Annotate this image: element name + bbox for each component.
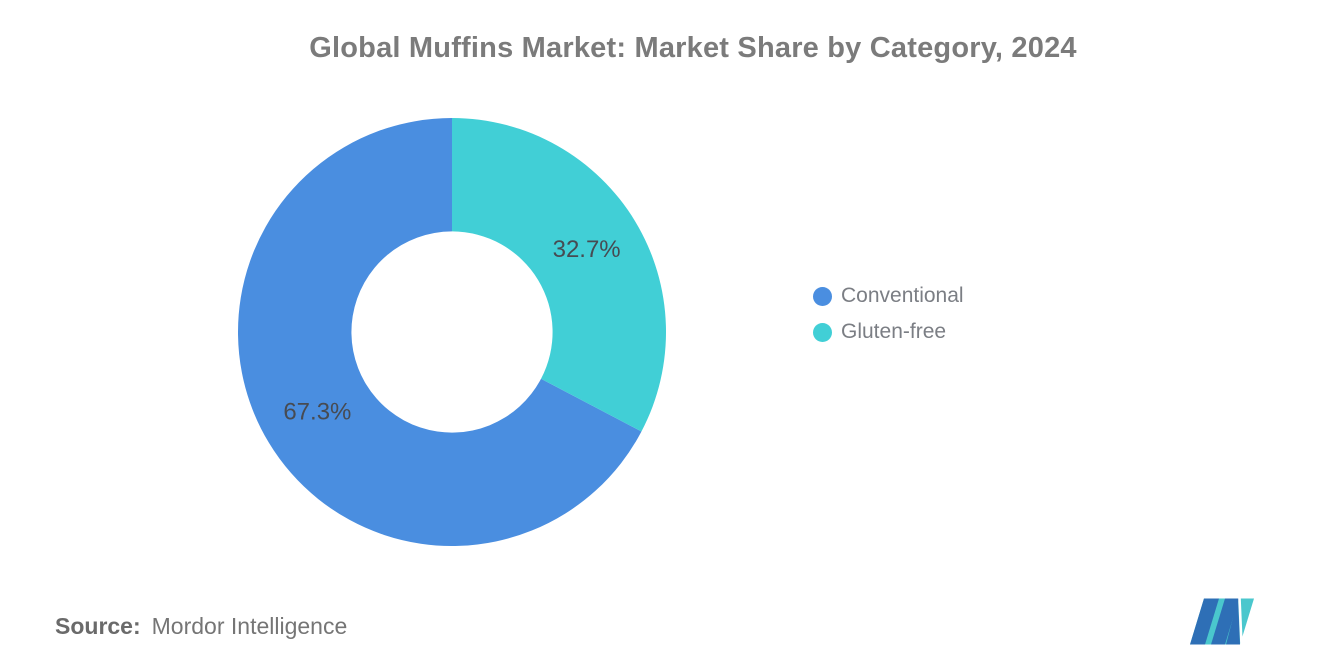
legend-item-conventional[interactable]: Conventional bbox=[813, 284, 964, 308]
donut-chart-svg: 67.3% 32.7% bbox=[238, 118, 666, 546]
mordor-intelligence-logo bbox=[1190, 598, 1254, 645]
source-line: Source: Mordor Intelligence bbox=[55, 613, 347, 640]
legend-item-gluten-free[interactable]: Gluten-free bbox=[813, 320, 964, 344]
source-label: Source: bbox=[55, 613, 141, 639]
legend-label-gluten-free: Gluten-free bbox=[841, 320, 947, 343]
legend-marker-conventional bbox=[813, 286, 832, 306]
chart-legend: Conventional Gluten-free bbox=[813, 284, 964, 344]
slice-value-label-conventional: 67.3% bbox=[283, 399, 351, 426]
donut-chart: 67.3% 32.7% bbox=[238, 118, 666, 546]
pie-slice-conventional[interactable] bbox=[238, 118, 642, 546]
legend-marker-gluten-free bbox=[813, 322, 832, 342]
pie-slice-gluten-free[interactable] bbox=[452, 118, 666, 432]
chart-title: Global Muffins Market: Market Share by C… bbox=[309, 32, 1077, 64]
source-value: Mordor Intelligence bbox=[151, 613, 348, 639]
legend-label-conventional: Conventional bbox=[841, 284, 964, 307]
slice-value-label-gluten-free: 32.7% bbox=[553, 236, 621, 263]
